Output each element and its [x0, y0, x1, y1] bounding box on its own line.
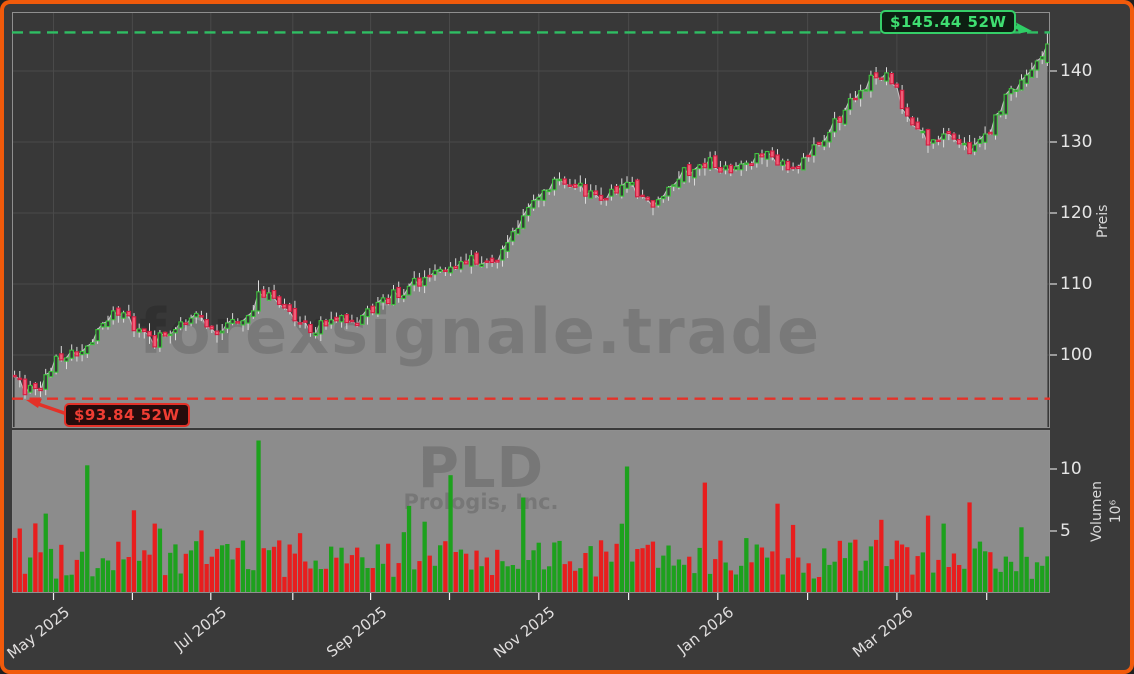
site-watermark: forexsignale.trade	[139, 295, 821, 368]
candlesticks	[12, 32, 1050, 399]
company-watermark: Prologis, Inc.	[403, 490, 558, 514]
ticker-watermark: PLD	[418, 436, 544, 501]
volume-bars	[12, 440, 1050, 593]
pane-frames	[12, 12, 1057, 600]
level-lines	[12, 31, 1050, 400]
